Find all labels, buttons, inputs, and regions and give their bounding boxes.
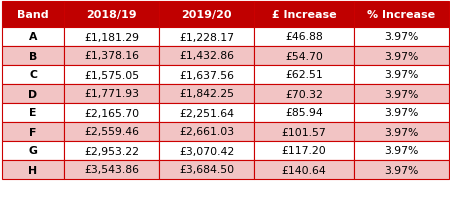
Text: £2,251.64: £2,251.64 <box>179 108 234 118</box>
Bar <box>254 122 354 141</box>
Bar <box>354 160 449 179</box>
Bar <box>354 2 449 28</box>
Text: £62.51: £62.51 <box>285 70 323 80</box>
Bar <box>354 85 449 103</box>
Bar <box>159 28 254 47</box>
Bar <box>254 28 354 47</box>
Bar <box>254 2 354 28</box>
Bar <box>2 47 64 66</box>
Bar <box>64 85 159 103</box>
Text: £101.57: £101.57 <box>282 127 326 137</box>
Bar <box>254 103 354 122</box>
Text: £1,432.86: £1,432.86 <box>179 51 234 61</box>
Text: £140.64: £140.64 <box>282 165 326 175</box>
Text: £3,684.50: £3,684.50 <box>179 165 234 175</box>
Text: £46.88: £46.88 <box>285 32 323 42</box>
Text: £1,181.29: £1,181.29 <box>84 32 139 42</box>
Text: 2019/20: 2019/20 <box>181 10 232 20</box>
Text: £2,559.46: £2,559.46 <box>84 127 139 137</box>
Bar <box>254 141 354 160</box>
Text: 3.97%: 3.97% <box>384 32 419 42</box>
Bar <box>159 160 254 179</box>
Bar <box>354 141 449 160</box>
Bar <box>64 66 159 85</box>
Bar <box>64 47 159 66</box>
Bar <box>159 2 254 28</box>
Text: £1,771.93: £1,771.93 <box>84 89 139 99</box>
Bar <box>2 160 64 179</box>
Bar <box>2 85 64 103</box>
Text: £2,661.03: £2,661.03 <box>179 127 234 137</box>
Bar <box>354 66 449 85</box>
Bar <box>2 122 64 141</box>
Bar <box>2 141 64 160</box>
Bar <box>354 122 449 141</box>
Bar <box>159 103 254 122</box>
Text: £85.94: £85.94 <box>285 108 323 118</box>
Bar <box>64 122 159 141</box>
Text: 2018/19: 2018/19 <box>86 10 137 20</box>
Text: £3,543.86: £3,543.86 <box>84 165 139 175</box>
Text: £117.20: £117.20 <box>282 146 326 156</box>
Bar <box>64 141 159 160</box>
Bar <box>159 85 254 103</box>
Bar <box>64 2 159 28</box>
Bar <box>254 66 354 85</box>
Bar <box>159 47 254 66</box>
Bar <box>354 47 449 66</box>
Text: £1,378.16: £1,378.16 <box>84 51 139 61</box>
Text: A: A <box>29 32 37 42</box>
Bar <box>2 66 64 85</box>
Bar <box>354 103 449 122</box>
Bar <box>254 47 354 66</box>
Text: 3.97%: 3.97% <box>384 146 419 156</box>
Text: £1,228.17: £1,228.17 <box>179 32 234 42</box>
Bar <box>64 103 159 122</box>
Text: % Increase: % Increase <box>368 10 436 20</box>
Bar <box>159 141 254 160</box>
Bar <box>159 122 254 141</box>
Text: F: F <box>29 127 37 137</box>
Bar <box>2 103 64 122</box>
Text: C: C <box>29 70 37 80</box>
Text: £54.70: £54.70 <box>285 51 323 61</box>
Text: £70.32: £70.32 <box>285 89 323 99</box>
Text: £2,165.70: £2,165.70 <box>84 108 139 118</box>
Text: 3.97%: 3.97% <box>384 127 419 137</box>
Text: £3,070.42: £3,070.42 <box>179 146 234 156</box>
Text: £1,637.56: £1,637.56 <box>179 70 234 80</box>
Bar <box>254 85 354 103</box>
Text: E: E <box>29 108 37 118</box>
Bar <box>2 2 64 28</box>
Text: Band: Band <box>17 10 49 20</box>
Text: H: H <box>28 165 37 175</box>
Bar <box>159 66 254 85</box>
Text: G: G <box>28 146 37 156</box>
Bar <box>2 28 64 47</box>
Text: D: D <box>28 89 37 99</box>
Text: 3.97%: 3.97% <box>384 165 419 175</box>
Bar <box>254 160 354 179</box>
Bar <box>64 28 159 47</box>
Bar <box>64 160 159 179</box>
Text: B: B <box>29 51 37 61</box>
Text: £2,953.22: £2,953.22 <box>84 146 139 156</box>
Bar <box>354 28 449 47</box>
Text: £1,842.25: £1,842.25 <box>179 89 234 99</box>
Text: £ Increase: £ Increase <box>272 10 336 20</box>
Text: 3.97%: 3.97% <box>384 89 419 99</box>
Text: 3.97%: 3.97% <box>384 51 419 61</box>
Text: 3.97%: 3.97% <box>384 70 419 80</box>
Text: £1,575.05: £1,575.05 <box>84 70 139 80</box>
Text: 3.97%: 3.97% <box>384 108 419 118</box>
